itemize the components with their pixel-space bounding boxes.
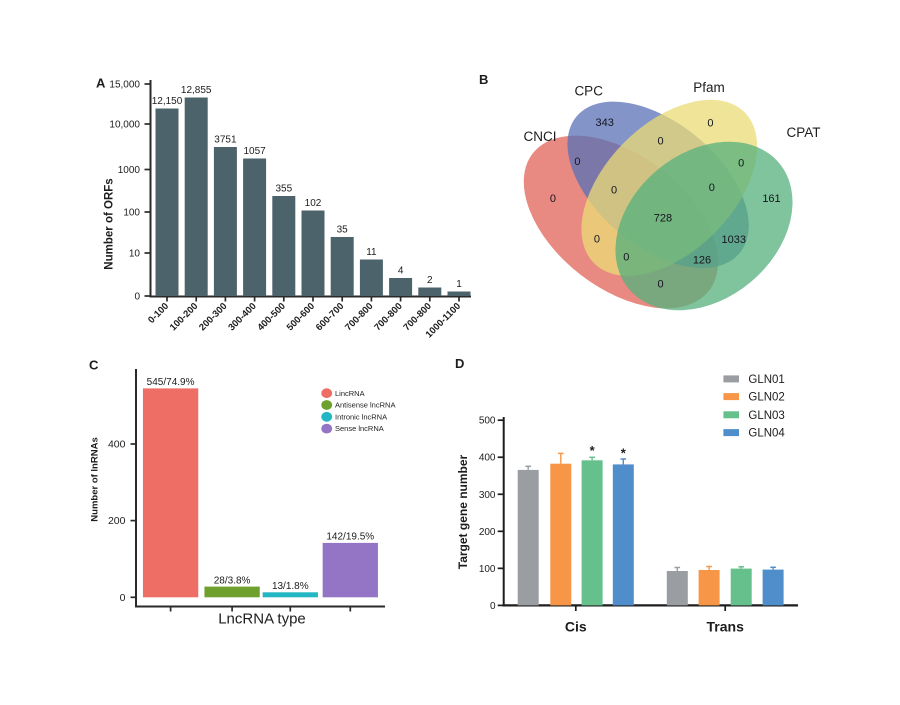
- svg-text:Cis: Cis: [565, 619, 587, 635]
- svg-text:15,000: 15,000: [109, 80, 140, 91]
- svg-text:D: D: [455, 356, 464, 371]
- svg-text:0: 0: [707, 118, 713, 130]
- svg-text:4: 4: [398, 266, 404, 277]
- svg-text:A: A: [96, 76, 106, 91]
- svg-text:200: 200: [108, 515, 126, 527]
- svg-text:0: 0: [120, 592, 126, 604]
- svg-text:1000: 1000: [118, 165, 141, 176]
- svg-text:12,150: 12,150: [152, 96, 183, 107]
- svg-text:500: 500: [479, 416, 496, 427]
- svg-text:1: 1: [456, 279, 462, 290]
- svg-text:102: 102: [305, 198, 322, 209]
- svg-text:Pfam: Pfam: [693, 80, 725, 95]
- svg-text:Antisense lncRNA: Antisense lncRNA: [335, 401, 395, 410]
- svg-text:728: 728: [654, 212, 672, 224]
- svg-text:0: 0: [550, 193, 556, 205]
- svg-text:Trans: Trans: [707, 619, 745, 635]
- svg-text:*: *: [590, 443, 596, 458]
- svg-text:300: 300: [479, 490, 496, 501]
- svg-text:2: 2: [427, 275, 433, 286]
- svg-text:0: 0: [611, 185, 617, 197]
- svg-text:1057: 1057: [243, 146, 266, 157]
- svg-text:1033: 1033: [722, 234, 746, 246]
- svg-text:0: 0: [594, 233, 600, 245]
- svg-text:100: 100: [123, 208, 140, 219]
- svg-text:0: 0: [574, 156, 580, 168]
- svg-text:10: 10: [129, 249, 141, 260]
- svg-text:LincRNA: LincRNA: [335, 389, 365, 398]
- svg-text:28/3.8%: 28/3.8%: [214, 575, 251, 586]
- svg-text:0: 0: [709, 182, 715, 194]
- svg-text:126: 126: [693, 254, 711, 266]
- svg-text:GLN04: GLN04: [748, 428, 785, 440]
- svg-text:C: C: [89, 358, 99, 373]
- svg-text:0: 0: [134, 292, 140, 303]
- svg-text:Intronic lncRNA: Intronic lncRNA: [335, 412, 387, 421]
- svg-text:Number of ORFs: Number of ORFs: [104, 178, 116, 269]
- svg-text:400: 400: [108, 439, 126, 451]
- svg-text:LncRNA type: LncRNA type: [218, 611, 306, 628]
- svg-text:0: 0: [490, 601, 496, 612]
- svg-text:CNCI: CNCI: [524, 129, 557, 144]
- svg-text:10,000: 10,000: [109, 120, 140, 131]
- svg-text:0: 0: [623, 252, 629, 264]
- svg-text:355: 355: [275, 184, 292, 195]
- svg-text:GLN03: GLN03: [748, 410, 784, 422]
- svg-text:12,855: 12,855: [181, 85, 212, 96]
- svg-text:GLN02: GLN02: [748, 392, 784, 404]
- svg-text:Sense lncRNA: Sense lncRNA: [335, 424, 384, 433]
- svg-text:11: 11: [366, 247, 377, 258]
- svg-text:Target gene number: Target gene number: [456, 454, 470, 569]
- svg-text:100: 100: [479, 564, 496, 575]
- svg-text:142/19.5%: 142/19.5%: [326, 532, 374, 543]
- svg-text:545/74.9%: 545/74.9%: [147, 377, 195, 388]
- svg-text:200: 200: [479, 527, 496, 538]
- svg-text:3751: 3751: [214, 135, 237, 146]
- svg-text:400: 400: [479, 453, 496, 464]
- svg-text:Number of lnRNAs: Number of lnRNAs: [90, 437, 101, 521]
- svg-text:161: 161: [762, 193, 780, 205]
- svg-text:0: 0: [657, 136, 663, 148]
- svg-text:343: 343: [596, 117, 614, 129]
- svg-text:35: 35: [337, 225, 349, 236]
- svg-text:0: 0: [738, 158, 744, 170]
- svg-text:CPC: CPC: [574, 84, 603, 99]
- svg-text:13/1.8%: 13/1.8%: [272, 581, 309, 592]
- svg-text:GLN01: GLN01: [748, 374, 784, 386]
- svg-text:CPAT: CPAT: [786, 125, 820, 140]
- svg-text:0: 0: [657, 278, 663, 290]
- svg-text:B: B: [479, 72, 488, 87]
- svg-text:*: *: [621, 446, 627, 461]
